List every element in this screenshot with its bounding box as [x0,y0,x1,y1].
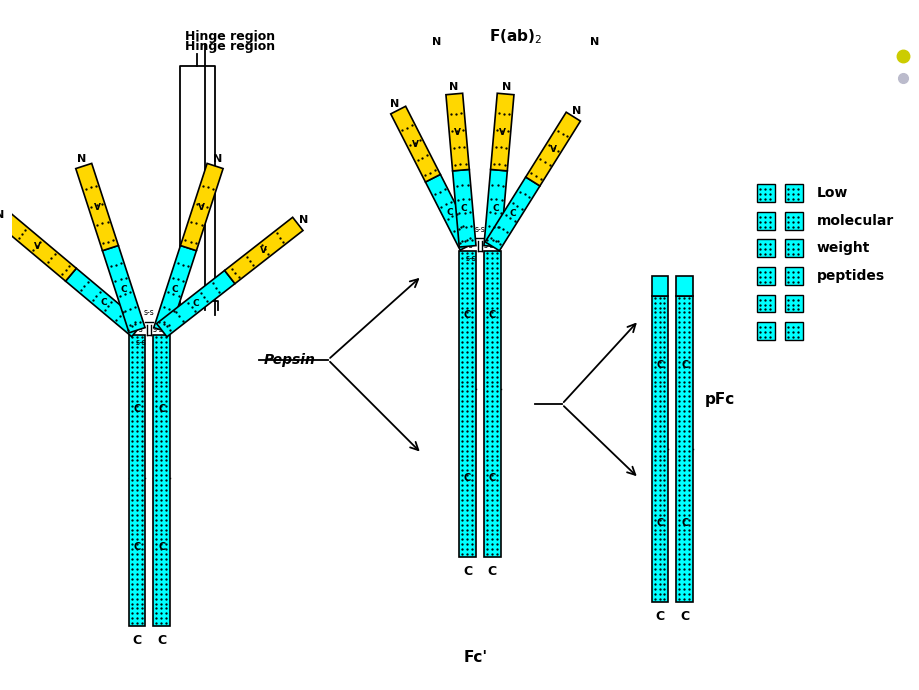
Bar [153,335,170,627]
Text: C: C [447,208,453,217]
Text: C: C [463,310,471,320]
Text: N: N [501,82,510,92]
Bar [784,184,801,202]
Text: N: N [299,215,308,225]
Text: N: N [431,37,441,47]
Text: s-s: s-s [144,308,154,317]
Text: peptides: peptides [815,269,883,283]
Bar [675,276,692,296]
Bar [784,295,801,313]
Polygon shape [102,246,145,333]
Text: C: C [487,565,496,578]
Text: C: C [157,635,166,647]
Bar [651,296,668,602]
Polygon shape [490,93,514,171]
Text: V: V [34,242,41,251]
Text: C: C [654,610,664,623]
Text: V: V [454,128,460,137]
Text: C: C [132,635,142,647]
Text: s-s: s-s [132,325,142,334]
Text: N: N [589,37,598,47]
Text: Pepsin: Pepsin [264,353,315,367]
Text: N: N [448,82,458,92]
Text: C: C [172,285,178,294]
Text: s-s: s-s [153,325,164,334]
Bar [756,184,774,202]
Text: s-s: s-s [482,241,494,250]
Text: s-s: s-s [135,338,146,347]
Bar [129,335,145,627]
Polygon shape [391,106,440,182]
Text: Fc': Fc' [463,650,488,665]
Text: molecular: molecular [815,214,892,228]
Bar [459,251,475,557]
Text: C: C [158,404,165,414]
Text: C: C [460,204,467,213]
Text: pFc: pFc [704,392,734,407]
Polygon shape [452,170,475,247]
Text: Hinge region: Hinge region [185,39,275,52]
Text: C: C [655,359,663,370]
Bar [651,276,668,296]
Text: F(ab)$_2$: F(ab)$_2$ [488,27,541,46]
Polygon shape [156,270,234,337]
Text: C: C [679,610,688,623]
Bar [756,267,774,285]
Text: C: C [158,542,165,552]
Text: N: N [0,210,5,220]
Text: C: C [463,473,471,483]
Text: Low: Low [815,186,846,200]
Polygon shape [483,170,506,247]
Text: C: C [133,404,141,414]
Polygon shape [425,175,474,250]
Polygon shape [224,217,302,284]
Polygon shape [75,164,119,250]
Bar [756,295,774,313]
Text: N: N [390,99,399,109]
Text: s-s: s-s [465,254,476,263]
Text: V: V [549,145,556,154]
Bar [756,212,774,230]
Text: C: C [192,299,199,308]
Text: C: C [100,298,108,307]
Bar [784,212,801,230]
Text: C: C [680,518,687,528]
Text: weight: weight [815,241,868,255]
Text: C: C [655,518,663,528]
Text: V: V [498,128,505,137]
Text: V: V [412,139,418,148]
Text: C: C [680,359,687,370]
Text: N: N [572,106,581,116]
Polygon shape [0,213,76,281]
Text: C: C [133,542,141,552]
Text: N: N [212,155,221,164]
Bar [756,322,774,340]
Bar [756,239,774,257]
Text: C: C [488,310,495,320]
Polygon shape [153,246,196,333]
Polygon shape [446,93,469,171]
Text: V: V [199,203,205,212]
Text: V: V [94,203,100,212]
Polygon shape [484,177,539,250]
Text: Hinge region: Hinge region [185,30,275,43]
Text: C: C [492,204,498,213]
Text: C: C [488,473,495,483]
Polygon shape [65,268,142,337]
Text: C: C [462,565,471,578]
Bar [483,251,500,557]
Text: C: C [120,285,127,294]
Text: s-s: s-s [462,241,473,250]
Text: N: N [77,155,86,164]
Bar [784,239,801,257]
Bar [784,322,801,340]
Polygon shape [525,112,580,186]
Bar [675,296,692,602]
Text: s-s: s-s [474,224,485,233]
Text: C: C [509,209,516,219]
Bar [784,267,801,285]
Polygon shape [180,164,222,250]
Text: V: V [260,246,267,255]
